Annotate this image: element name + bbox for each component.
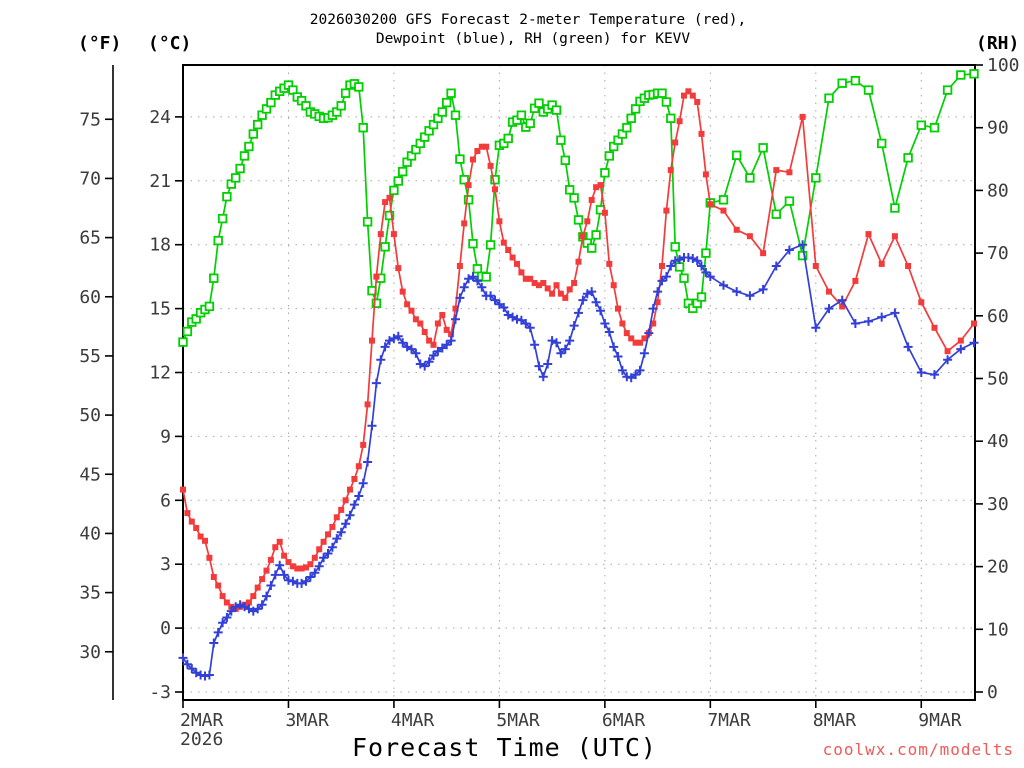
celsius-axis-unit-label: (°C) <box>148 33 192 54</box>
day-tick-label: 5MAR <box>496 710 540 731</box>
celsius-tick-label: 3 <box>160 554 171 575</box>
celsius-axis: -3 0 3 6 9 12 15 18 21 24 <box>149 107 183 703</box>
fahrenheit-axis-unit-label: (°F) <box>78 33 122 54</box>
chart-title-line1: 2026030200 GFS Forecast 2-meter Temperat… <box>309 12 747 28</box>
day-tick-label: 2MAR <box>180 710 224 731</box>
rh-tick-label: 70 <box>987 243 1009 264</box>
dewpoint_2m-markers <box>178 240 979 681</box>
fahrenheit-axis: 30 35 40 45 50 55 60 65 70 75 <box>79 65 114 700</box>
fahrenheit-tick-label: 40 <box>79 523 101 544</box>
rh-tick-label: 100 <box>987 55 1020 76</box>
fahrenheit-tick-label: 75 <box>79 109 101 130</box>
temperature_2m-series <box>180 88 977 612</box>
day-tick-label: 9MAR <box>918 710 962 731</box>
rh-tick-label: 40 <box>987 431 1009 452</box>
time-axis: 2MAR 3MAR 4MAR 5MAR 6MAR 7MAR 8MAR 9MAR 2026 <box>180 700 962 750</box>
rh-tick-label: 90 <box>987 118 1009 139</box>
fahrenheit-tick-label: 65 <box>79 228 101 249</box>
rh-tick-label: 0 <box>987 682 998 703</box>
fahrenheit-tick-label: 30 <box>79 642 101 663</box>
relative_humidity-line <box>182 72 975 343</box>
chart-title-line2: Dewpoint (blue), RH (green) for KEVV <box>375 31 691 47</box>
dewpoint_2m-series <box>178 240 979 681</box>
celsius-tick-label: 21 <box>149 171 171 192</box>
rh-tick-label: 80 <box>987 180 1009 201</box>
fahrenheit-tick-label: 35 <box>79 583 101 604</box>
rh-tick-label: 20 <box>987 557 1009 578</box>
day-tick-label: 7MAR <box>707 710 751 731</box>
fahrenheit-tick-label: 50 <box>79 405 101 426</box>
rh-tick-label: 30 <box>987 494 1009 515</box>
celsius-tick-label: 12 <box>149 363 171 384</box>
day-tick-label: 4MAR <box>391 710 435 731</box>
temperature_2m-line <box>182 90 975 610</box>
fahrenheit-tick-label: 60 <box>79 287 101 308</box>
x-axis-title: Forecast Time (UTC) <box>352 733 657 762</box>
celsius-tick-label: 15 <box>149 299 171 320</box>
relative_humidity-series <box>178 69 979 347</box>
rh-axis-unit-label: (RH) <box>976 33 1020 54</box>
rh-tick-label: 60 <box>987 306 1009 327</box>
watermark-link[interactable]: coolwx.com/modelts <box>822 740 1014 759</box>
celsius-tick-label: 18 <box>149 235 171 256</box>
fahrenheit-tick-label: 70 <box>79 168 101 189</box>
rh-tick-label: 10 <box>987 619 1009 640</box>
rh-axis: 0 10 20 30 40 50 60 70 80 90 100 <box>975 55 1020 703</box>
fahrenheit-tick-label: 45 <box>79 464 101 485</box>
day-tick-label: 6MAR <box>602 710 646 731</box>
plot-border <box>182 64 976 701</box>
gridlines <box>183 65 975 700</box>
celsius-tick-label: 9 <box>160 426 171 447</box>
rh-tick-label: 50 <box>987 369 1009 390</box>
start-year-label: 2026 <box>180 729 223 750</box>
celsius-tick-label: 6 <box>160 490 171 511</box>
relative_humidity-markers <box>178 69 979 347</box>
day-tick-label: 8MAR <box>813 710 857 731</box>
day-tick-label: 3MAR <box>285 710 329 731</box>
celsius-tick-label: 24 <box>149 107 171 128</box>
celsius-tick-label: 0 <box>160 618 171 639</box>
temperature_2m-markers <box>180 88 977 612</box>
fahrenheit-tick-label: 55 <box>79 346 101 367</box>
celsius-tick-label: -3 <box>149 682 171 703</box>
